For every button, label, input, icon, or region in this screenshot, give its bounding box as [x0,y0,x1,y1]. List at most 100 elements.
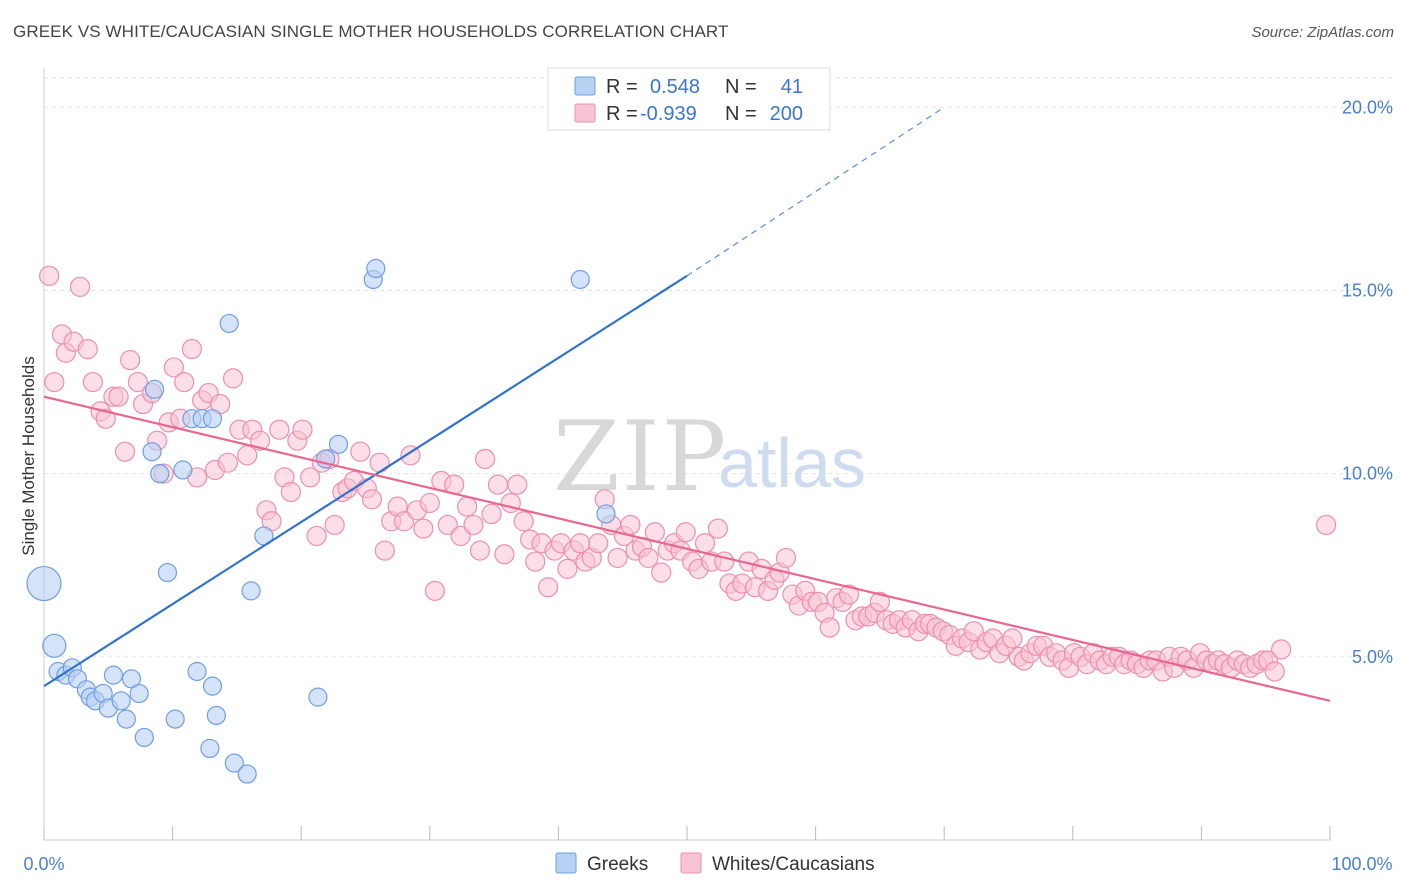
data-point-whites [450,525,471,547]
data-point-whites [393,511,415,532]
data-point-whites [350,441,371,462]
data-point-whites [819,617,840,638]
y-tick-labels: 5.0% 10.0% 15.0% 20.0% [1342,97,1393,667]
data-point-greeks [173,460,193,480]
legend-n-label-greeks: N = [725,76,757,98]
data-point-whites [419,492,440,514]
data-point-whites [369,452,390,473]
data-point-whites [237,445,258,466]
chart-title: GREEK VS WHITE/CAUCASIAN SINGLE MOTHER H… [13,22,729,41]
watermark: ZIP atlas [553,401,866,513]
legend-swatch-greeks [574,76,596,96]
data-point-whites [588,533,609,554]
data-point-whites [222,368,244,389]
data-point-whites [474,448,496,470]
y-axis-label: Single Mother Households [19,356,38,555]
data-point-whites [424,580,446,601]
data-point-whites [174,371,195,393]
data-point-whites [607,547,628,569]
data-point-whites [39,265,60,286]
watermark-atlas: atlas [718,424,866,502]
legend-bottom-label-greeks: Greeks [587,854,648,875]
data-point-greeks [202,676,223,696]
data-point-whites [127,371,148,393]
data-point-whites [1316,514,1337,536]
data-point-greeks [129,683,149,704]
y-tick-label: 15.0% [1342,280,1393,300]
trend-line-greeks-extension [686,106,945,277]
data-point-whites [95,408,116,429]
data-point-whites [413,518,434,539]
data-point-greeks [134,727,154,748]
data-point-whites [963,621,984,642]
data-point-greeks [103,665,124,685]
data-point-whites [513,511,534,532]
y-tick-label: 20.0% [1342,97,1393,117]
legend-n-label-whites: N = [725,103,757,125]
trend-line-whites [43,395,1331,702]
data-point-whites [324,514,345,536]
data-point-whites [775,547,797,569]
data-point-greeks [187,661,207,682]
legend-r-label-whites: R = [606,103,638,125]
data-point-whites [361,489,383,510]
y-tick-label: 5.0% [1352,647,1393,667]
legend-n-value-whites: 200 [770,103,803,125]
data-point-whites [675,522,696,543]
data-point-whites [469,540,491,561]
data-point-greeks [42,633,67,658]
data-point-whites [1002,628,1023,649]
data-point-whites [300,467,321,488]
data-point-whites [869,591,891,612]
legend-swatch-whites [574,103,596,123]
data-point-greeks [116,709,136,729]
legend-r-label-greeks: R = [606,76,638,98]
data-point-whites [280,481,302,503]
data-point-whites [638,547,659,569]
data-point-greeks [157,562,178,583]
trend-lines [43,106,1331,702]
data-point-greeks [328,434,349,454]
data-point-whites [374,540,395,561]
axes [43,68,1331,841]
data-point-whites [487,474,509,495]
y-tick-label: 10.0% [1342,464,1393,484]
data-point-greeks [142,442,162,462]
legend-stats: R = 0.548 N = 41 R = -0.939 N = 200 [547,67,831,131]
data-point-greeks [200,738,220,759]
data-point-greeks [206,705,226,726]
data-point-whites [707,518,728,539]
data-point-whites [463,514,484,536]
data-point-greeks [144,379,165,399]
data-point-whites [437,514,458,536]
legend-r-value-greeks: 0.548 [650,76,700,98]
data-point-whites [77,338,98,360]
data-point-whites [120,349,141,371]
data-point-whites [306,525,327,547]
legend-n-value-greeks: 41 [781,76,803,98]
data-point-greeks [241,581,261,601]
data-point-whites [557,558,578,580]
data-point-greeks [219,313,239,334]
data-point-whites [538,577,559,598]
data-point-whites [249,430,271,451]
x-tick-label-max: 100.0% [1331,854,1392,874]
data-point-whites [525,551,546,572]
chart-source: Source: ZipAtlas.com [1251,24,1394,41]
trend-line-greeks [43,274,688,688]
legend-bottom-swatch-greeks [555,852,577,874]
data-point-whites [163,357,184,378]
data-point-whites [494,544,515,565]
legend-series: Greeks Whites/Caucasians [555,852,875,875]
data-point-whites [269,419,290,440]
data-point-whites [694,533,716,554]
data-point-whites [82,371,103,393]
data-point-greeks [570,269,590,290]
data-point-greeks [224,753,244,773]
data-point-whites [507,474,528,495]
x-tick-label-min: 0.0% [23,854,64,874]
data-point-greeks [237,764,257,784]
data-point-greeks [111,691,131,711]
data-point-whites [217,452,238,473]
data-point-whites [651,562,672,583]
